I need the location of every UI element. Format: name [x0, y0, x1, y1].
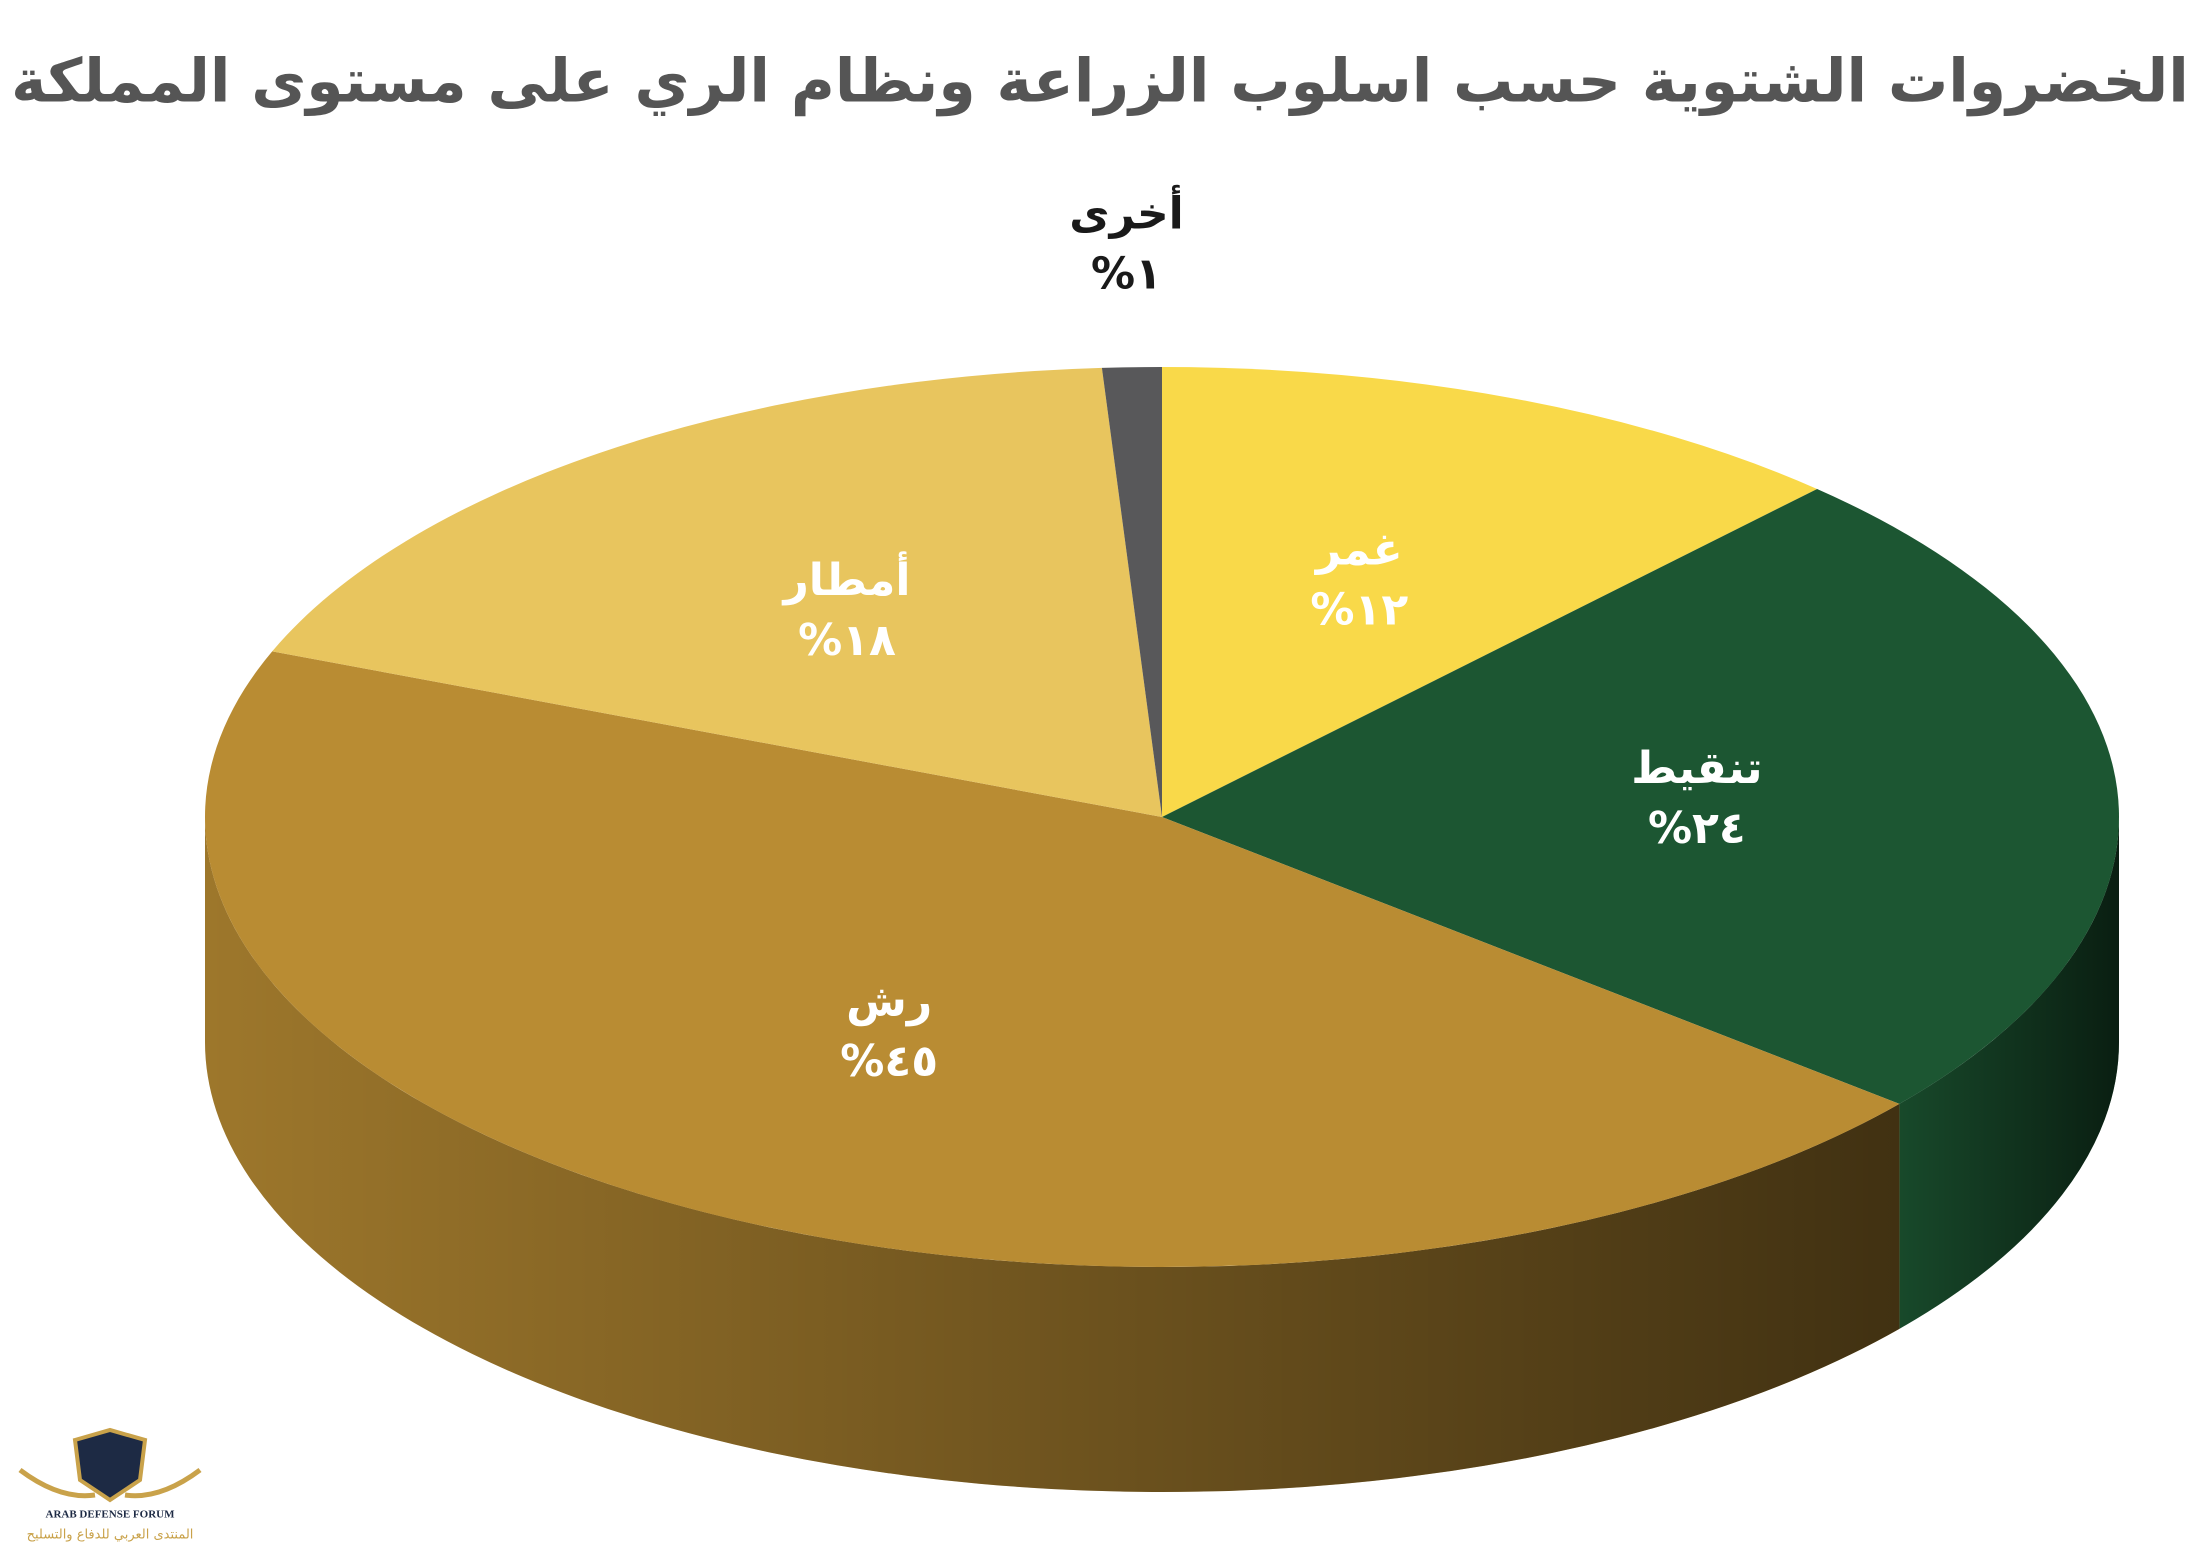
slice-label: رش [846, 976, 932, 1027]
chart-title: الخضروات الشتوية حسب اسلوب الزراعة ونظام… [11, 47, 2189, 117]
logo-wings [18, 1467, 202, 1499]
value-label: %٤٥ [840, 1036, 938, 1087]
slice-label: تنقيط [1631, 743, 1762, 794]
logo-text-ar: المنتدى العربي للدفاع والتسليح [27, 1528, 194, 1543]
slice [272, 367, 1163, 817]
slice-label: غمر [1314, 525, 1403, 576]
slice [1162, 488, 2119, 1104]
slice-label: أمطار [781, 551, 910, 606]
value-label: %١٨ [798, 615, 896, 666]
slice [204, 651, 1900, 1267]
logo: ARAB DEFENSE FORUM المنتدى العربي للدفاع… [18, 1427, 202, 1543]
slice-side-shade [205, 817, 1900, 1492]
slice-label: أخرى [1069, 184, 1184, 239]
logo-shield [72, 1427, 148, 1503]
value-label: %٢٤ [1648, 803, 1746, 854]
value-label: %١٢ [1310, 585, 1408, 636]
slice [1162, 367, 1818, 817]
slice-side-shade [1899, 817, 2119, 1329]
slice [1101, 367, 1162, 817]
logo-text: ARAB DEFENSE FORUM [46, 1509, 176, 1521]
value-label: %١ [1091, 248, 1162, 299]
